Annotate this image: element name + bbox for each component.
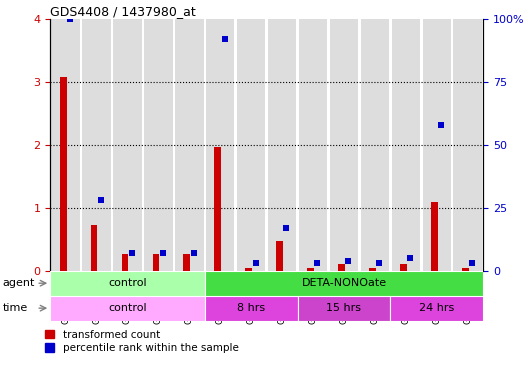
Bar [205, 271, 483, 296]
Text: control: control [108, 303, 147, 313]
Bar [329, 19, 358, 271]
Legend: transformed count, percentile rank within the sample: transformed count, percentile rank withi… [45, 330, 238, 353]
Text: 24 hrs: 24 hrs [419, 303, 455, 313]
Bar [183, 254, 190, 271]
Bar [50, 296, 205, 321]
Bar [144, 19, 173, 271]
Point [282, 225, 290, 231]
Text: 8 hrs: 8 hrs [237, 303, 265, 313]
Bar [422, 19, 451, 271]
Bar [369, 268, 376, 271]
Point [220, 36, 229, 42]
Text: 15 hrs: 15 hrs [326, 303, 362, 313]
Bar [60, 77, 67, 271]
Point [375, 260, 383, 266]
Bar [299, 19, 327, 271]
Bar [237, 19, 266, 271]
Bar [214, 147, 221, 271]
Bar [121, 254, 128, 271]
Bar [153, 254, 159, 271]
Point [468, 260, 476, 266]
Point [158, 250, 167, 256]
Bar [205, 296, 298, 321]
Point [437, 122, 445, 128]
Bar [431, 202, 438, 271]
Bar [268, 19, 296, 271]
Bar [361, 19, 389, 271]
Bar [462, 268, 468, 271]
Point [97, 197, 105, 204]
Bar [246, 268, 252, 271]
Bar [50, 271, 205, 296]
Point [190, 250, 198, 256]
Point [313, 260, 322, 266]
Bar [400, 265, 407, 271]
Text: DETA-NONOate: DETA-NONOate [301, 278, 386, 288]
Bar [206, 19, 234, 271]
Bar [276, 240, 283, 271]
Bar [307, 268, 314, 271]
Point [251, 260, 260, 266]
Bar [175, 19, 204, 271]
Point [344, 258, 353, 264]
Bar [392, 19, 420, 271]
Bar [454, 19, 482, 271]
Bar [51, 19, 80, 271]
Bar [91, 225, 98, 271]
Text: GDS4408 / 1437980_at: GDS4408 / 1437980_at [50, 5, 196, 18]
Text: agent: agent [3, 278, 35, 288]
Bar [82, 19, 111, 271]
Text: control: control [108, 278, 147, 288]
Point [128, 250, 136, 256]
Bar [113, 19, 142, 271]
Text: time: time [3, 303, 28, 313]
Point [406, 255, 414, 261]
Point [65, 16, 74, 22]
Bar [390, 296, 483, 321]
Bar [338, 265, 345, 271]
Bar [298, 296, 390, 321]
